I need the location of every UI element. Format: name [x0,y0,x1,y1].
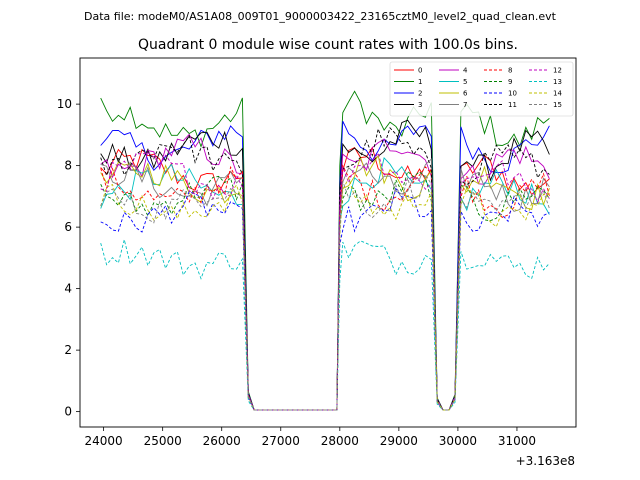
legend-label-2: 2 [418,90,422,98]
series-line-15 [100,173,550,411]
legend-label-4: 4 [463,67,468,75]
legend-label-7: 7 [463,101,467,109]
y-tick-label: 4 [64,282,72,296]
series-line-0 [100,146,550,411]
series-line-14 [100,177,550,411]
series-lines [100,90,550,411]
series-line-9 [100,170,550,411]
legend-label-3: 3 [418,101,422,109]
legend-label-1: 1 [418,78,422,86]
legend-label-0: 0 [418,67,422,75]
y-tick-label: 6 [64,220,72,234]
series-line-7 [100,158,550,411]
axes: 24000 25000 26000 27000 28000 29000 30000 31000… [57,97,536,448]
y-tick-label: 10 [57,97,72,111]
legend-label-10: 10 [508,90,517,98]
x-tick-label: 30000 [439,434,477,448]
x-tick-label: 26000 [203,434,241,448]
x-tick-label: 25000 [144,434,182,448]
y-tick-label: 8 [64,159,72,173]
legend-label-12: 12 [553,67,562,75]
series-line-13 [100,239,550,411]
legend-label-6: 6 [463,90,468,98]
series-line-3 [100,119,550,411]
legend-label-8: 8 [508,67,512,75]
x-tick-label: 31000 [498,434,536,448]
legend-box [389,61,574,117]
chart-title: Quadrant 0 module wise count rates with … [138,37,518,53]
x-offset-label: +3.163e8 [516,454,575,468]
x-tick-label: 28000 [321,434,359,448]
chart-suptitle: Data file: modeM0/AS1A08_009T01_90000034… [84,10,557,23]
legend-label-5: 5 [463,78,467,86]
legend-label-11: 11 [508,101,517,109]
series-line-10 [100,187,550,411]
series-line-11 [100,127,550,411]
legend-label-15: 15 [553,101,562,109]
series-line-4 [100,133,550,411]
series-line-6 [100,154,550,411]
x-tick-label: 24000 [85,434,123,448]
series-line-1 [100,90,550,411]
series-line-5 [100,156,550,411]
y-tick-label: 2 [64,343,72,357]
y-tick-label: 0 [64,405,72,419]
plot-frame [79,57,577,428]
legend-label-14: 14 [553,90,562,98]
legend-label-9: 9 [508,78,512,86]
x-tick-label: 27000 [262,434,300,448]
x-tick-label: 29000 [380,434,418,448]
series-line-8 [100,164,550,411]
legend-label-13: 13 [553,78,562,86]
series-line-12 [100,151,550,411]
